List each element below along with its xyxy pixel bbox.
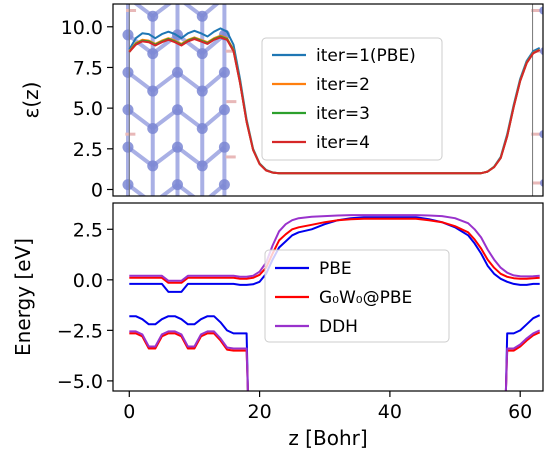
top-y-axis: 0 2.5 5.0 7.5 10.0 xyxy=(61,17,113,201)
legend-label: iter=3 xyxy=(316,104,370,124)
series-line-4 xyxy=(129,332,249,391)
legend-label: iter=4 xyxy=(316,133,370,153)
top-y-axis-label: ε(z) xyxy=(19,82,43,119)
series-line-3 xyxy=(128,36,541,175)
y-tick-label: 0 xyxy=(91,179,103,201)
bottom-x-axis-label: z [Bohr] xyxy=(288,426,367,450)
y-tick-label: 2.5 xyxy=(73,139,103,161)
x-tick-label: 20 xyxy=(247,401,271,423)
x-tick-label: 40 xyxy=(378,401,402,423)
y-tick-label: −5.0 xyxy=(57,371,103,393)
series-line-8 xyxy=(504,329,541,391)
legend-label: PBE xyxy=(319,259,352,279)
top-series-lines xyxy=(128,27,541,175)
legend-label: iter=1(PBE) xyxy=(316,46,416,66)
x-tick-label: 0 xyxy=(123,401,135,423)
legend-label: DDH xyxy=(319,317,358,337)
x-tick-label: 60 xyxy=(508,401,532,423)
series-line-2 xyxy=(504,314,541,391)
bottom-plot-frame xyxy=(112,202,544,392)
bottom-x-axis: 0 20 40 60 xyxy=(123,391,532,423)
series-line-6 xyxy=(129,214,540,282)
legend-label: G₀W₀@PBE xyxy=(319,288,412,308)
bottom-y-axis: −5.0 −2.5 0.0 2.5 xyxy=(57,219,113,393)
series-line-1 xyxy=(129,315,249,391)
top-panel: 02.55.07.510.0 ε(z) iter=1(PBE)iter=2ite… xyxy=(19,3,544,201)
y-tick-label: 7.5 xyxy=(73,57,103,79)
y-tick-label: 5.0 xyxy=(73,98,103,120)
bottom-panel: −5.0 −2.5 0.0 2.5 0 20 40 60 Energy [eV] z [Bo… xyxy=(11,202,544,450)
top-legend: iter=1(PBE) iter=2 iter=3 iter=4 xyxy=(261,37,443,161)
atomic-structure-image xyxy=(122,4,543,196)
series-line-3 xyxy=(129,217,540,284)
y-tick-label: 10.0 xyxy=(61,17,103,39)
bottom-legend: PBE G₀W₀@PBE DDH xyxy=(264,249,450,343)
y-tick-label: −2.5 xyxy=(57,320,103,342)
bottom-series-lines xyxy=(129,214,541,391)
top-plot-frame xyxy=(112,3,544,197)
y-tick-label: 0.0 xyxy=(73,270,103,292)
bottom-y-axis-label: Energy [eV] xyxy=(11,238,35,356)
legend-label: iter=2 xyxy=(316,75,370,95)
y-tick-label: 2.5 xyxy=(73,219,103,241)
series-line-7 xyxy=(129,330,249,391)
